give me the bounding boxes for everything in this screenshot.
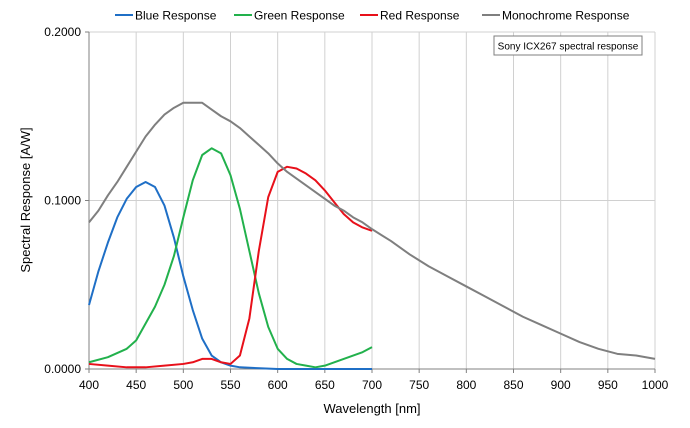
annotation-text: Sony ICX267 spectral response [498,42,639,53]
x-tick-label: 500 [173,378,193,392]
legend-label: Green Response [254,9,345,23]
y-tick-label: 0.1000 [44,194,81,208]
y-tick-label: 0.2000 [44,25,81,39]
x-tick-label: 450 [126,378,146,392]
legend-label: Red Response [380,9,460,23]
x-axis-title: Wavelength [nm] [323,401,420,416]
annotation-frame [493,35,643,56]
series-line-red-response [88,165,373,369]
y-axis-title: Spectral Response [A/W] [18,127,33,272]
legend: Blue Response Green Response Red Response M… [115,9,630,23]
gridlines [89,31,656,370]
x-tick-label: 950 [598,378,618,392]
y-tick-label: 0.0000 [44,362,81,376]
x-tick-label: 700 [362,378,382,392]
legend-label: Monochrome Response [502,9,630,23]
series-line-blue-response [88,180,372,370]
x-tick-label: 400 [79,378,99,392]
x-tick-label: 900 [551,378,571,392]
x-tick-label: 650 [315,378,335,392]
x-tick-label: 600 [268,378,288,392]
x-tick-label: 850 [503,378,523,392]
x-tick-label: 800 [456,378,476,392]
legend-label: Blue Response [135,9,217,23]
series-line-monochrome-response [88,101,656,360]
x-tick-label: 1000 [642,378,669,392]
series-lines [88,101,656,370]
series-line-green-response [88,147,373,369]
tick-labels: 400 450 500 550 600 650 700 750 800 850 900 950 1000… [44,25,668,392]
x-tick-label: 750 [409,378,429,392]
annotation-box: Sony ICX267 spectral response [493,35,643,56]
x-tick-label: 550 [220,378,240,392]
